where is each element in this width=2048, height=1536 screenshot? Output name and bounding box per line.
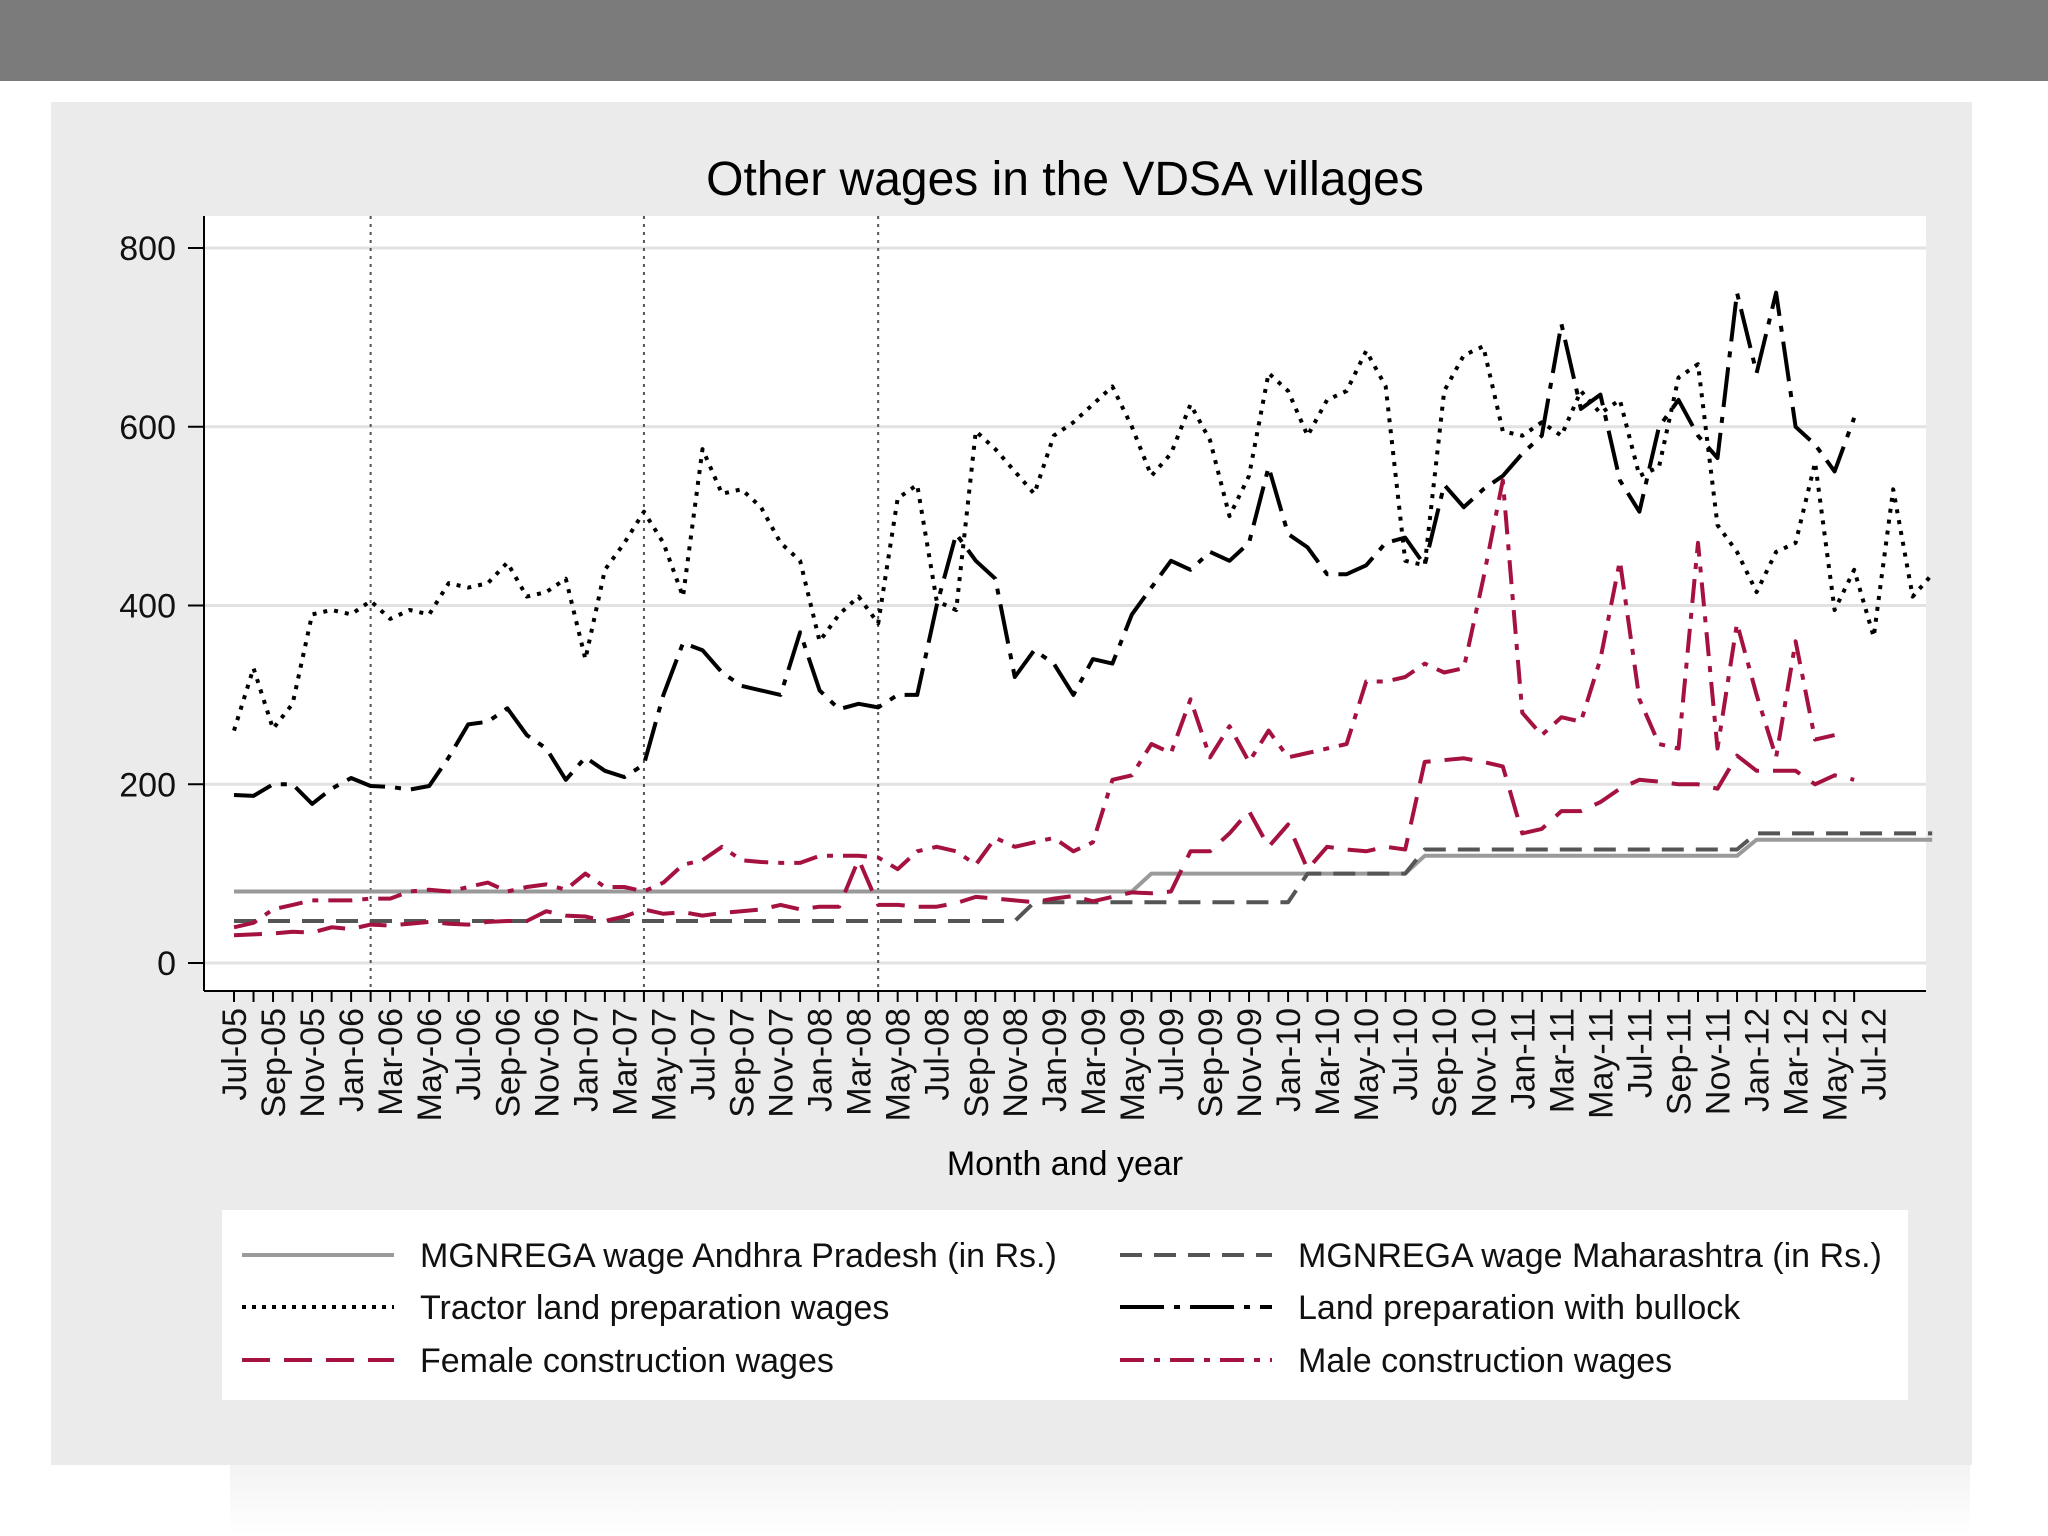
- x-tick-label: May-07: [645, 1008, 683, 1121]
- x-tick-label: Nov-06: [528, 1008, 566, 1118]
- series-line-5: [233, 478, 1836, 930]
- x-tick-label: Jan-10: [1270, 1008, 1308, 1112]
- y-tick-label: 200: [119, 766, 176, 804]
- x-tick-label: Mar-10: [1309, 1008, 1347, 1116]
- series-line-4: [233, 753, 1855, 938]
- x-tick-label: Jul-12: [1856, 1008, 1894, 1101]
- x-tick-label: Jul-09: [1153, 1008, 1191, 1101]
- legend-label-tractor: Tractor land preparation wages: [420, 1289, 889, 1327]
- x-tick-label: Nov-08: [997, 1008, 1035, 1118]
- x-tick-label: Nov-09: [1231, 1008, 1269, 1118]
- x-tick-label: Sep-05: [255, 1008, 293, 1118]
- x-tick-label: Nov-05: [294, 1008, 332, 1118]
- x-tick-label: Jul-11: [1621, 1008, 1659, 1098]
- x-tick-label: Jan-06: [333, 1008, 371, 1112]
- y-axis-ticks: 0 200 400 600 800: [119, 230, 204, 983]
- series-lines: [232, 290, 1934, 938]
- x-tick-label: Jul-08: [919, 1008, 957, 1101]
- x-axis-ticks: Jul-05 Sep-05 Nov-05 Jan-06 Mar-06 May-06 Jul-…: [216, 991, 1894, 1121]
- x-tick-label: Nov-11: [1700, 1008, 1738, 1115]
- x-tick-label: Nov-07: [763, 1008, 801, 1118]
- gridlines: [204, 246, 1926, 965]
- panel-shadow: [230, 1465, 1970, 1536]
- x-tick-label: Sep-11: [1660, 1008, 1698, 1115]
- x-tick-label: Mar-08: [841, 1008, 879, 1116]
- x-tick-label: May-08: [880, 1008, 918, 1121]
- x-tick-label: Jul-06: [450, 1008, 488, 1101]
- x-tick-label: Nov-10: [1465, 1008, 1503, 1118]
- x-tick-label: Jan-11: [1504, 1008, 1542, 1109]
- x-tick-label: May-11: [1582, 1008, 1620, 1119]
- x-tick-label: Mar-12: [1778, 1008, 1816, 1116]
- legend-label-male: Male construction wages: [1298, 1342, 1672, 1380]
- x-tick-label: Sep-07: [724, 1008, 762, 1118]
- x-tick-label: May-09: [1114, 1008, 1152, 1121]
- legend-label-ap: MGNREGA wage Andhra Pradesh (in Rs.): [420, 1237, 1057, 1275]
- x-tick-label: Jul-05: [216, 1008, 254, 1101]
- reference-lines: [369, 216, 880, 991]
- y-tick-label: 0: [157, 945, 176, 983]
- y-tick-label: 800: [119, 230, 176, 268]
- legend-label-mh: MGNREGA wage Maharashtra (in Rs.): [1298, 1237, 1882, 1275]
- x-tick-label: Mar-06: [372, 1008, 410, 1116]
- x-tick-label: Jan-07: [567, 1008, 605, 1112]
- y-tick-label: 600: [119, 409, 176, 447]
- legend-box: [222, 1210, 1908, 1400]
- legend-label-female: Female construction wages: [420, 1342, 834, 1380]
- x-axis-label: Month and year: [947, 1145, 1183, 1183]
- x-tick-label: May-10: [1348, 1008, 1386, 1121]
- x-tick-label: Jan-12: [1739, 1008, 1777, 1112]
- series-line-1: [234, 831, 1933, 923]
- x-tick-label: May-06: [411, 1008, 449, 1121]
- x-tick-label: Jan-09: [1036, 1008, 1074, 1112]
- x-tick-label: Jul-10: [1387, 1008, 1425, 1101]
- x-tick-label: Mar-09: [1075, 1008, 1113, 1116]
- y-tick-label: 400: [119, 588, 176, 626]
- top-banner: [0, 0, 2048, 81]
- series-line-0: [234, 837, 1933, 894]
- series-line-3: [233, 290, 1857, 806]
- plot-area: [204, 216, 1926, 991]
- x-tick-label: Jan-08: [802, 1008, 840, 1112]
- legend: MGNREGA wage Andhra Pradesh (in Rs.) Tra…: [242, 1237, 1882, 1380]
- x-tick-label: Mar-11: [1543, 1008, 1581, 1113]
- x-tick-label: Jul-07: [684, 1008, 722, 1101]
- x-tick-label: Sep-10: [1426, 1008, 1464, 1118]
- x-tick-label: Sep-09: [1192, 1008, 1230, 1118]
- x-tick-label: Mar-07: [606, 1008, 644, 1116]
- x-tick-label: May-12: [1817, 1008, 1855, 1121]
- legend-label-bullock: Land preparation with bullock: [1298, 1289, 1741, 1327]
- x-tick-label: Sep-06: [489, 1008, 527, 1118]
- x-tick-label: Sep-08: [958, 1008, 996, 1118]
- series-line-2: [232, 344, 1934, 732]
- chart-title: Other wages in the VDSA villages: [706, 153, 1424, 206]
